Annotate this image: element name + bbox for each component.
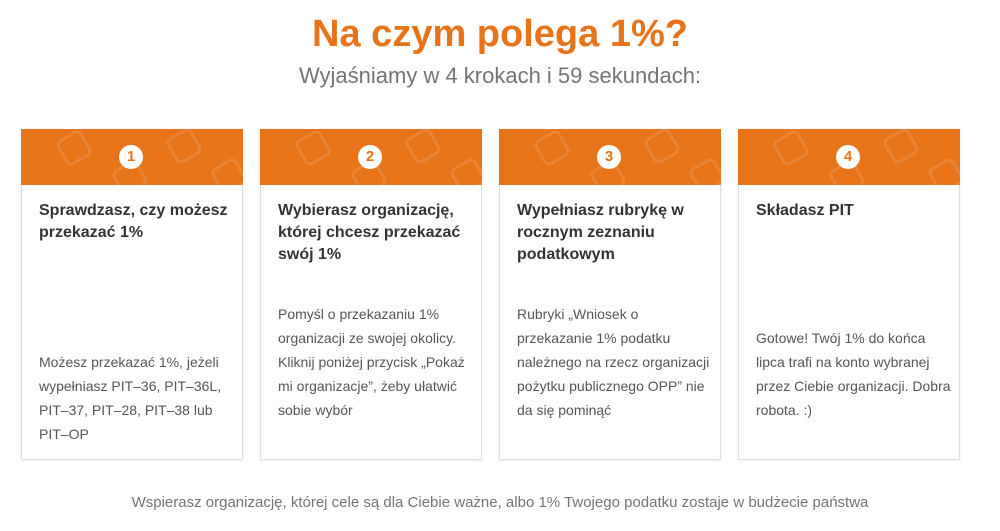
step-title: Sprawdzasz, czy możesz przekazać 1% [39,202,228,241]
step-card-2: 2 Wybierasz organizację, której chcesz p… [260,129,482,460]
step-card-header: 2 [260,129,482,185]
step-number-badge: 3 [597,145,621,169]
step-card-header: 3 [499,129,721,185]
step-card-3: 3 Wypełniasz rubrykę w rocznym zeznaniu … [499,129,721,460]
step-title: Składasz PIT [756,202,854,219]
step-card-4: 4 Składasz PIT Gotowe! Twój 1% do końca … [738,129,960,460]
page-subtitle: Wyjaśniamy w 4 krokach i 59 sekundach: [298,63,702,88]
step-number-badge: 4 [836,145,860,169]
step-description: Możesz przekazać 1%, jeżeli wypełniasz P… [39,354,222,442]
step-description: Gotowe! Twój 1% do końca lipca trafi na … [756,330,951,418]
step-card-header: 1 [21,129,243,185]
step-title: Wybierasz organizację, której chcesz prz… [278,202,461,263]
footer-note: Wspierasz organizację, której cele są dl… [131,494,869,511]
pattern-decoration-icon [56,129,243,185]
step-title: Wypełniasz rubrykę w rocznym zeznaniu po… [517,202,684,263]
step-card-1: 1 Sprawdzasz, czy możesz przekazać 1% Mo… [21,129,243,460]
page-title: Na czym polega 1%? [312,13,688,55]
step-number-badge: 2 [358,145,382,169]
step-description: Pomyśl o przekazaniu 1% organizacji ze s… [278,306,465,418]
pattern-decoration-icon [295,129,482,185]
step-number-badge: 1 [119,145,143,169]
step-description: Rubryki „Wniosek o przekazanie 1% podatk… [517,306,710,418]
step-card-header: 4 [738,129,960,185]
